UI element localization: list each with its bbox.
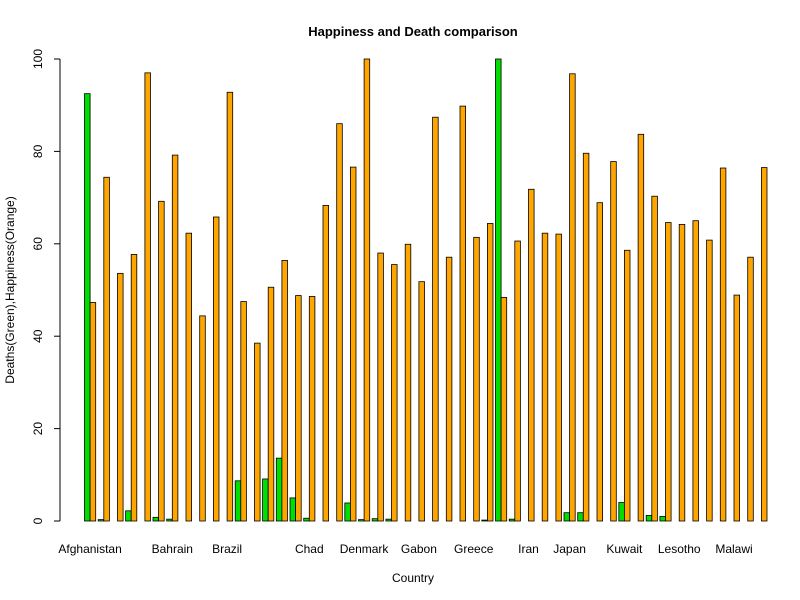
bar-happiness — [322, 205, 329, 522]
x-tick-label: Greece — [454, 542, 494, 556]
bar-deaths — [234, 480, 242, 522]
bar-deaths — [358, 519, 365, 522]
bar-happiness — [171, 154, 179, 522]
bar-happiness — [226, 91, 234, 522]
x-tick-label: Kuwait — [606, 542, 643, 556]
y-axis-label: Deaths(Green),Happiness(Orange) — [3, 196, 17, 383]
y-tick-label: 100 — [31, 49, 45, 69]
bar-happiness — [199, 315, 206, 522]
bar-happiness — [158, 200, 165, 522]
bar-happiness — [569, 73, 576, 522]
bar-happiness — [610, 161, 617, 522]
bar-deaths — [152, 516, 159, 522]
bar-happiness — [555, 233, 562, 522]
y-axis: 0 20 40 60 80 100 — [31, 49, 61, 524]
bar-happiness — [418, 281, 425, 522]
bar-happiness — [130, 254, 138, 522]
bar-happiness — [117, 272, 124, 522]
bar-happiness — [391, 264, 398, 522]
x-tick-label: Bahrain — [152, 542, 193, 556]
bar-deaths — [166, 518, 173, 522]
bar-happiness — [144, 72, 151, 522]
bar-happiness — [541, 232, 549, 522]
x-axis-label: Country — [392, 571, 434, 585]
bar-deaths — [371, 518, 379, 522]
bar-happiness — [185, 232, 192, 522]
bar-happiness — [267, 286, 275, 522]
bar-deaths — [125, 510, 132, 522]
bar-happiness — [747, 256, 754, 522]
bar-happiness — [281, 260, 288, 522]
bar-happiness — [678, 223, 686, 522]
bar-deaths — [385, 518, 392, 522]
x-tick-label: Japan — [553, 542, 586, 556]
bar-deaths — [84, 93, 91, 522]
y-tick-label: 40 — [31, 329, 45, 343]
bar-deaths — [618, 502, 625, 522]
x-tick-label: Brazil — [212, 542, 242, 556]
x-tick-label: Gabon — [401, 542, 437, 556]
bar-deaths — [645, 515, 653, 522]
bar-deaths — [563, 512, 570, 522]
bar-deaths — [289, 497, 296, 522]
bar-happiness — [349, 166, 357, 522]
bar-happiness — [706, 239, 713, 522]
bar-happiness — [637, 133, 645, 522]
y-tick-label: 20 — [31, 422, 45, 436]
bar-happiness — [363, 58, 371, 522]
bar-deaths — [262, 478, 269, 522]
bar-happiness — [336, 123, 343, 522]
bar-happiness — [665, 222, 672, 522]
category-labels: Afghanistan Bahrain Brazil Chad Denmark Gabon… — [58, 542, 752, 556]
bar-deaths — [577, 512, 584, 522]
bar-happiness — [596, 202, 603, 522]
x-tick-label: Lesotho — [658, 542, 701, 556]
bar-happiness — [733, 294, 740, 522]
bar-happiness — [254, 342, 261, 522]
bar-happiness — [459, 105, 466, 522]
bar-deaths — [303, 517, 310, 522]
bar-happiness — [651, 195, 658, 522]
x-tick-label: Denmark — [340, 542, 390, 556]
bar-deaths — [344, 502, 351, 522]
chart-title: Happiness and Death comparison — [308, 24, 518, 39]
bar-deaths — [659, 515, 666, 522]
bar-happiness — [404, 243, 412, 522]
bar-happiness — [432, 116, 439, 522]
x-tick-label: Afghanistan — [58, 542, 121, 556]
bar-happiness — [500, 296, 508, 522]
bar-happiness — [240, 301, 247, 522]
bar-happiness — [377, 252, 384, 522]
bar-happiness — [514, 240, 521, 522]
bar-happiness — [212, 216, 220, 522]
bar-happiness — [582, 152, 590, 522]
y-tick-label: 60 — [31, 237, 45, 251]
x-tick-label: Malawi — [715, 542, 752, 556]
bar-happiness — [295, 295, 302, 522]
bar-deaths — [495, 58, 502, 522]
bar-deaths — [275, 457, 283, 522]
bar-happiness — [528, 188, 535, 522]
bar-deaths — [481, 519, 488, 522]
y-tick-label: 80 — [31, 144, 45, 158]
bar-happiness — [103, 176, 110, 522]
bar-happiness — [761, 167, 768, 522]
x-tick-label: Iran — [518, 542, 539, 556]
bar-happiness — [719, 167, 727, 522]
y-tick-label: 0 — [31, 517, 45, 524]
bar-deaths — [97, 519, 105, 522]
x-tick-label: Chad — [295, 542, 324, 556]
bar-happiness — [445, 256, 453, 522]
bar-happiness — [692, 220, 699, 522]
bar-happiness — [308, 296, 316, 522]
bar-happiness — [624, 249, 631, 522]
bars-group — [84, 58, 768, 522]
bar-happiness — [486, 223, 494, 522]
bar-happiness — [473, 236, 480, 522]
bar-deaths — [508, 518, 516, 522]
bar-happiness — [89, 302, 97, 522]
